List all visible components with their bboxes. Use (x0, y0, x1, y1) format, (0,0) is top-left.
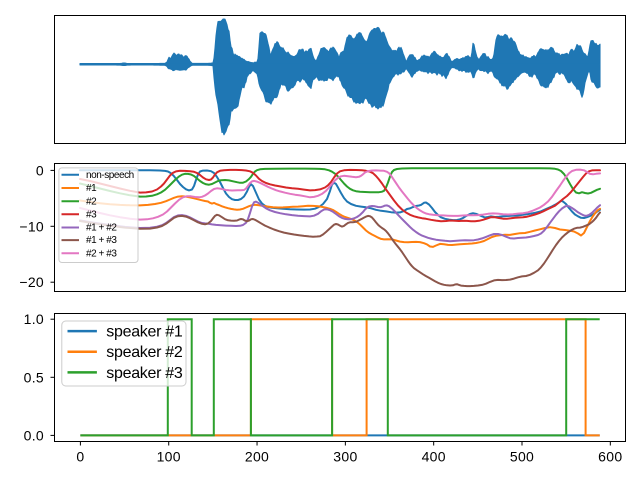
svg-text:#1 + #2: #1 + #2 (86, 223, 117, 234)
svg-text:#1 + #3: #1 + #3 (86, 235, 117, 246)
svg-text:0: 0 (36, 162, 44, 178)
svg-text:200: 200 (245, 448, 269, 464)
svg-text:0.5: 0.5 (24, 369, 44, 385)
svg-text:#2: #2 (86, 196, 97, 207)
svg-text:400: 400 (422, 448, 446, 464)
svg-text:speaker #1: speaker #1 (106, 324, 183, 341)
svg-text:300: 300 (333, 448, 357, 464)
svg-text:#3: #3 (86, 209, 97, 220)
svg-text:#1: #1 (86, 183, 97, 194)
svg-text:speaker #3: speaker #3 (106, 365, 183, 382)
svg-text:non-speech: non-speech (86, 170, 134, 181)
svg-text:500: 500 (510, 448, 534, 464)
svg-text:0: 0 (76, 448, 84, 464)
svg-text:−10: −10 (19, 218, 44, 234)
svg-text:100: 100 (157, 448, 181, 464)
svg-text:1.0: 1.0 (24, 311, 44, 327)
svg-text:−20: −20 (19, 274, 44, 290)
svg-text:0.0: 0.0 (24, 427, 44, 443)
svg-text:#2 + #3: #2 + #3 (86, 248, 117, 259)
svg-text:speaker #2: speaker #2 (106, 344, 183, 361)
svg-text:600: 600 (598, 448, 622, 464)
